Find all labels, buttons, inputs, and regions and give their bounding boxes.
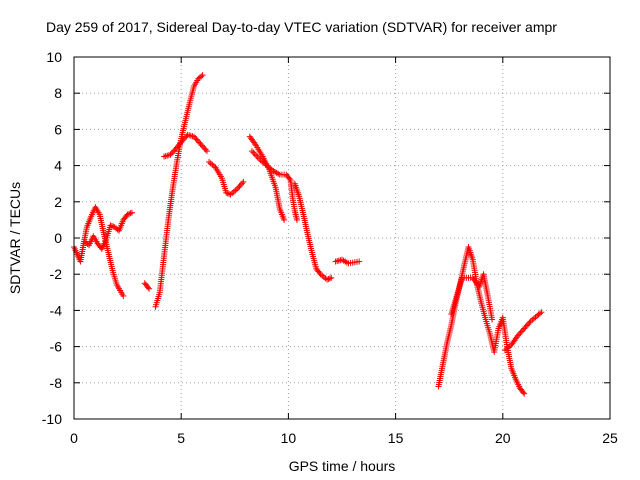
data-point: [520, 389, 527, 396]
data-point: [107, 222, 114, 229]
data-point: [517, 329, 524, 336]
data-point: [248, 148, 255, 155]
data-point: [519, 326, 526, 333]
data-point: [328, 274, 335, 281]
data-point: [250, 149, 257, 156]
data-point: [197, 140, 204, 147]
data-point: [237, 181, 244, 188]
y-tick-label: -2: [50, 266, 63, 282]
data-point: [326, 275, 333, 282]
x-axis-label: GPS time / hours: [289, 458, 396, 474]
data-point: [240, 178, 247, 185]
data-point: [108, 222, 115, 229]
data-point: [538, 309, 545, 316]
data-point: [168, 150, 175, 157]
x-tick-label: 15: [388, 430, 404, 446]
data-point: [525, 321, 532, 328]
data-point: [170, 148, 177, 155]
data-point: [281, 216, 288, 223]
data-point: [196, 139, 203, 146]
data-point: [198, 73, 205, 80]
data-point: [536, 310, 543, 317]
axes: 0 5 10 15 20 25 -10 -8 -6 -4 -2 0 2 4 6 8 10: [42, 49, 618, 446]
data-point: [193, 136, 200, 143]
data-point: [171, 147, 178, 154]
y-tick-label: 6: [54, 121, 62, 137]
data-point: [144, 284, 151, 291]
data-point: [514, 332, 521, 339]
data-point: [202, 146, 209, 153]
data-point: [226, 190, 233, 197]
chart-title: Day 259 of 2017, Sidereal Day-to-day VTE…: [46, 19, 557, 35]
data-point: [316, 269, 323, 276]
x-tick-label: 5: [177, 430, 185, 446]
data-point: [522, 324, 529, 331]
data-point: [178, 139, 185, 146]
x-tick-label: 20: [495, 430, 511, 446]
y-tick-label: 4: [54, 158, 62, 174]
y-tick-label: 2: [54, 194, 62, 210]
data-point: [126, 210, 133, 217]
data-point: [183, 133, 190, 140]
data-point: [521, 325, 528, 332]
grid: [74, 57, 610, 419]
data-point: [239, 180, 246, 187]
data-point: [518, 328, 525, 335]
data-point: [523, 322, 530, 329]
data-point: [180, 136, 187, 143]
y-tick-label: 10: [46, 49, 62, 65]
y-tick-label: -6: [50, 339, 63, 355]
data-point: [182, 134, 189, 141]
data-point: [192, 135, 199, 142]
data-point: [521, 390, 528, 397]
y-axis-label: SDTVAR / TECUs: [7, 182, 23, 294]
data-point: [325, 276, 332, 283]
data-point: [489, 316, 496, 323]
data-point: [526, 319, 533, 326]
x-tick-label: 0: [70, 430, 78, 446]
data-point: [233, 186, 240, 193]
data-point: [253, 152, 260, 159]
y-tick-label: 8: [54, 85, 62, 101]
data-point: [198, 142, 205, 149]
y-tick-label: 0: [54, 230, 62, 246]
y-tick-label: -4: [50, 302, 63, 318]
data-point: [223, 189, 230, 196]
data-point: [179, 137, 186, 144]
data-point: [201, 145, 208, 152]
data-point: [293, 216, 300, 223]
data-point: [128, 209, 135, 216]
x-tick-label: 25: [602, 430, 618, 446]
data-point: [203, 148, 210, 155]
data-point: [120, 292, 127, 299]
data-point: [356, 258, 363, 265]
y-tick-label: -10: [42, 411, 62, 427]
data-points: [71, 72, 545, 397]
data-point: [191, 133, 198, 140]
data-point: [127, 210, 134, 217]
data-point: [236, 183, 243, 190]
y-tick-label: -8: [50, 375, 63, 391]
data-point: [124, 211, 131, 218]
data-point: [194, 137, 201, 144]
data-point: [167, 151, 174, 158]
data-point: [200, 143, 207, 150]
data-point: [323, 276, 330, 283]
data-point: [251, 151, 258, 158]
data-point: [146, 285, 153, 292]
data-point: [516, 331, 523, 338]
data-point: [286, 175, 293, 182]
data-point: [199, 72, 206, 79]
x-tick-label: 10: [281, 430, 297, 446]
data-point: [235, 184, 242, 191]
